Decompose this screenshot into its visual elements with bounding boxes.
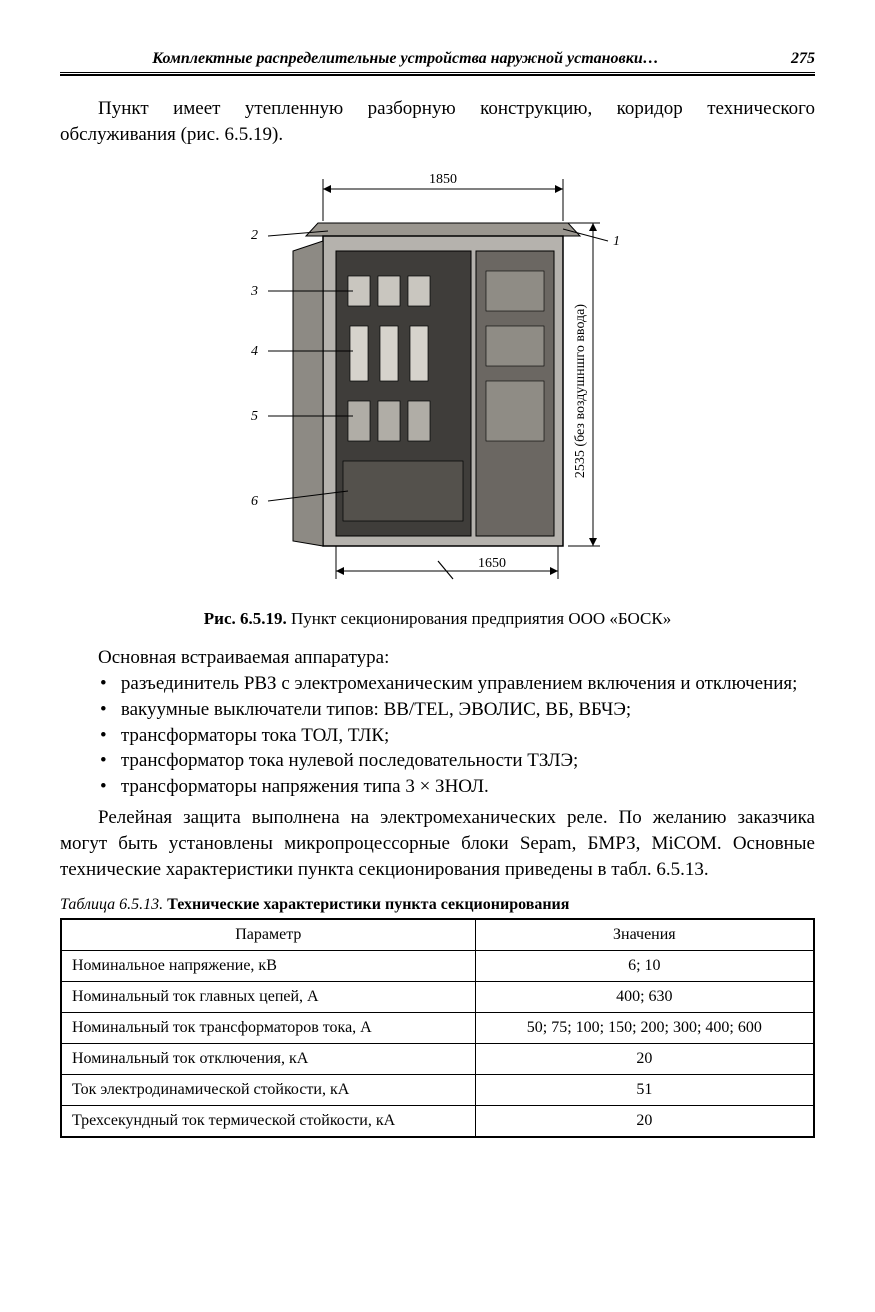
spec-table: Параметр Значения Номинальное напряжение… [60,918,815,1138]
figure-6-5-19: 1850 [60,161,815,629]
table-row: Номинальный ток главных цепей, А 400; 63… [61,982,814,1013]
cabinet-door-left [293,241,323,546]
equipment-base [343,461,463,521]
dim-top-label: 1850 [429,172,457,187]
running-header: Комплектные распределительные устройства… [60,50,815,68]
table-row: Ток электродинамической стойкости, кА 51 [61,1075,814,1106]
table-row: Номинальный ток трансформаторов тока, А … [61,1013,814,1044]
equipment-row-top [348,276,430,306]
figure-caption: Рис. 6.5.19. Пункт секционирования предп… [204,609,671,629]
equipment-list: разъединитель РВЗ с электромеханическим … [100,671,815,799]
equipment-row-mid [350,326,428,381]
td-param: Номинальный ток отключения, кА [61,1044,475,1075]
table-row: Номинальный ток отключения, кА 20 [61,1044,814,1075]
equipment-row-low [348,401,430,441]
figure-svg: 1850 [228,161,648,601]
cabinet-roof [306,223,580,236]
list-item: трансформатор тока нулевой последователь… [100,748,815,774]
page-number: 275 [791,50,815,68]
paragraph-relay: Релейная защита выполнена на электромеха… [60,805,815,882]
dim-right: 2535 (без воздушншго ввода) [568,223,600,546]
callout-1: 1 [613,234,620,249]
running-title: Комплектные распределительные устройства… [60,50,751,68]
table-caption: Таблица 6.5.13. Технические характеристи… [60,896,815,914]
panel-box-3 [486,381,544,441]
callout-6: 6 [251,494,258,509]
dim-top: 1850 [323,172,563,221]
list-item: трансформаторы тока ТОЛ, ТЛК; [100,723,815,749]
td-param: Ток электродинамической стойкости, кА [61,1075,475,1106]
td-value: 6; 10 [475,951,814,982]
dim-bottom-label: 1650 [478,556,506,571]
td-param: Номинальное напряжение, кВ [61,951,475,982]
list-item: вакуумные выключатели типов: BB/TEL, ЭВО… [100,697,815,723]
td-param: Номинальный ток трансформаторов тока, А [61,1013,475,1044]
th-param: Параметр [61,919,475,951]
td-value: 400; 630 [475,982,814,1013]
panel-box-1 [486,271,544,311]
td-value: 50; 75; 100; 150; 200; 300; 400; 600 [475,1013,814,1044]
dim-right-label: 2535 (без воздушншго ввода) [573,304,588,478]
paragraph-intro: Пункт имеет утепленную разборную констру… [60,96,815,147]
figure-caption-text: Пункт секционирования предприятия ООО «Б… [291,609,671,628]
list-item: трансформаторы напряжения типа 3 × ЗНОЛ. [100,774,815,800]
table-row: Трехсекундный ток термической стойкости,… [61,1106,814,1138]
table-row: Номинальное напряжение, кВ 6; 10 [61,951,814,982]
header-rule [60,72,815,76]
td-value: 20 [475,1106,814,1138]
td-value: 20 [475,1044,814,1075]
td-param: Номинальный ток главных цепей, А [61,982,475,1013]
equipment-lead: Основная встраиваемая аппаратура: [60,647,815,669]
table-number: Таблица 6.5.13. [60,896,163,913]
table-title: Технические характеристики пункта секцио… [167,896,569,913]
panel-box-2 [486,326,544,366]
callout-2: 2 [251,228,258,243]
th-value: Значения [475,919,814,951]
callout-4: 4 [251,344,258,359]
callout-3: 3 [250,284,258,299]
table-header-row: Параметр Значения [61,919,814,951]
callout-5: 5 [251,409,258,424]
td-param: Трехсекундный ток термической стойкости,… [61,1106,475,1138]
figure-number: Рис. 6.5.19. [204,609,287,628]
dim-bottom: 1650 [336,546,558,579]
list-item: разъединитель РВЗ с электромеханическим … [100,671,815,697]
td-value: 51 [475,1075,814,1106]
